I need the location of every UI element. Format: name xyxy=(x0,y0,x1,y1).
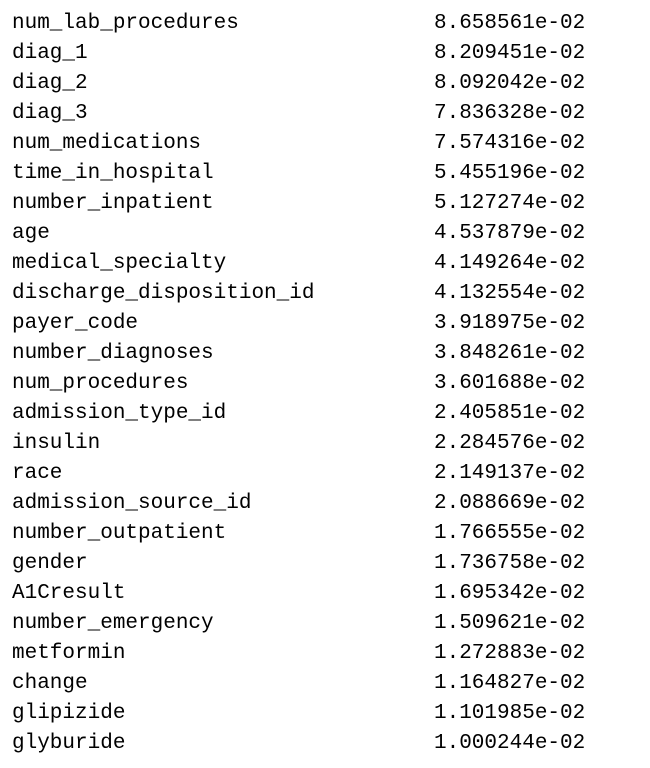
feature-value: 1.101985e-02 xyxy=(434,702,586,725)
feature-name: num_procedures xyxy=(12,372,189,395)
feature-name: race xyxy=(12,462,63,485)
output-row: A1Cresult 1.695342e-02 xyxy=(12,579,642,609)
feature-value: 1.000244e-02 xyxy=(434,732,586,755)
feature-name: number_diagnoses xyxy=(12,342,214,365)
feature-name: A1Cresult xyxy=(12,582,126,605)
output-row: number_emergency 1.509621e-02 xyxy=(12,609,642,639)
output-row: medical_specialty 4.149264e-02 xyxy=(12,249,642,279)
feature-name: number_emergency xyxy=(12,612,214,635)
feature-name: payer_code xyxy=(12,312,139,335)
output-row: admission_type_id 2.405851e-02 xyxy=(12,399,642,429)
output-row: num_lab_procedures 8.658561e-02 xyxy=(12,9,642,39)
feature-name: diag_1 xyxy=(12,42,88,65)
output-row: age 4.537879e-02 xyxy=(12,219,642,249)
feature-value: 1.509621e-02 xyxy=(434,612,586,635)
output-row: payer_code 3.918975e-02 xyxy=(12,309,642,339)
feature-name: glipizide xyxy=(12,702,126,725)
feature-name: glyburide xyxy=(12,732,126,755)
output-row: race 2.149137e-02 xyxy=(12,459,642,489)
output-row: num_medications 7.574316e-02 xyxy=(12,129,642,159)
feature-value: 5.455196e-02 xyxy=(434,162,586,185)
feature-value: 4.149264e-02 xyxy=(434,252,586,275)
feature-name: diag_3 xyxy=(12,102,88,125)
feature-name: num_medications xyxy=(12,132,202,155)
feature-value: 1.272883e-02 xyxy=(434,642,586,665)
output-row: glipizide 1.101985e-02 xyxy=(12,699,642,729)
feature-name: age xyxy=(12,222,50,245)
feature-value: 1.766555e-02 xyxy=(434,522,586,545)
output-row: glyburide 1.000244e-02 xyxy=(12,729,642,759)
feature-name: number_outpatient xyxy=(12,522,227,545)
feature-value: 3.918975e-02 xyxy=(434,312,586,335)
feature-value: 2.284576e-02 xyxy=(434,432,586,455)
feature-value: 1.736758e-02 xyxy=(434,552,586,575)
output-row: number_inpatient 5.127274e-02 xyxy=(12,189,642,219)
feature-name: admission_source_id xyxy=(12,492,252,515)
feature-value: 7.836328e-02 xyxy=(434,102,586,125)
output-row: change 1.164827e-02 xyxy=(12,669,642,699)
output-row: num_procedures 3.601688e-02 xyxy=(12,369,642,399)
feature-value: 4.132554e-02 xyxy=(434,282,586,305)
feature-value: 2.149137e-02 xyxy=(434,462,586,485)
feature-name: change xyxy=(12,672,88,695)
feature-name: medical_specialty xyxy=(12,252,227,275)
feature-name: gender xyxy=(12,552,88,575)
feature-value: 3.601688e-02 xyxy=(434,372,586,395)
output-row: metformin 1.272883e-02 xyxy=(12,639,642,669)
feature-value: 8.658561e-02 xyxy=(434,12,586,35)
feature-value: 1.695342e-02 xyxy=(434,582,586,605)
feature-name: discharge_disposition_id xyxy=(12,282,315,305)
output-row: insulin 2.284576e-02 xyxy=(12,429,642,459)
feature-name: admission_type_id xyxy=(12,402,227,425)
feature-value: 4.537879e-02 xyxy=(434,222,586,245)
feature-value: 2.405851e-02 xyxy=(434,402,586,425)
output-row: number_outpatient 1.766555e-02 xyxy=(12,519,642,549)
feature-name: time_in_hospital xyxy=(12,162,214,185)
output-row: number_diagnoses 3.848261e-02 xyxy=(12,339,642,369)
output-row: discharge_disposition_id 4.132554e-02 xyxy=(12,279,642,309)
output-row: diag_2 8.092042e-02 xyxy=(12,69,642,99)
feature-value: 5.127274e-02 xyxy=(434,192,586,215)
feature-value: 1.164827e-02 xyxy=(434,672,586,695)
feature-name: metformin xyxy=(12,642,126,665)
feature-value: 7.574316e-02 xyxy=(434,132,586,155)
feature-value: 8.209451e-02 xyxy=(434,42,586,65)
feature-value: 2.088669e-02 xyxy=(434,492,586,515)
feature-name: insulin xyxy=(12,432,101,455)
feature-value: 8.092042e-02 xyxy=(434,72,586,95)
feature-name: number_inpatient xyxy=(12,192,214,215)
feature-name: diag_2 xyxy=(12,72,88,95)
feature-name: num_lab_procedures xyxy=(12,12,239,35)
output-row: diag_3 7.836328e-02 xyxy=(12,99,642,129)
output-row: time_in_hospital 5.455196e-02 xyxy=(12,159,642,189)
output-row: diag_1 8.209451e-02 xyxy=(12,39,642,69)
output-row: gender 1.736758e-02 xyxy=(12,549,642,579)
feature-value: 3.848261e-02 xyxy=(434,342,586,365)
feature-importance-output: num_lab_procedures 8.658561e-02 diag_1 8.2… xyxy=(12,9,642,759)
output-row: admission_source_id 2.088669e-02 xyxy=(12,489,642,519)
